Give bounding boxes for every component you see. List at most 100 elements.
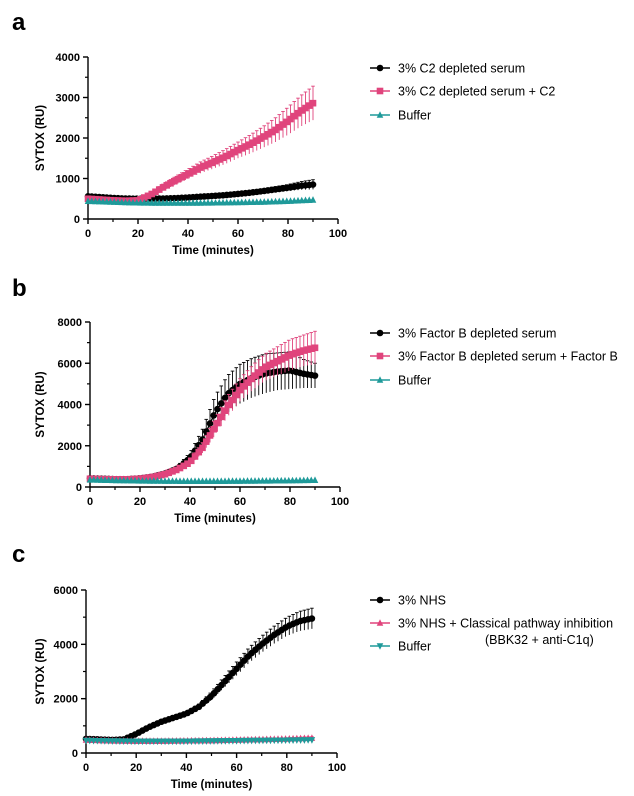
legend-marker — [376, 111, 384, 118]
data-point — [170, 177, 178, 185]
x-axis-label: Time (minutes) — [171, 779, 253, 791]
legend-label: 3% Factor B depleted serum — [398, 327, 556, 341]
data-point — [159, 184, 167, 191]
legend-item: 3% Factor B depleted serum — [370, 327, 556, 341]
panel-b: b 0 2000 4000 6000 8000 0 20 40 60 80 100 Time (minu… — [12, 275, 349, 525]
y-tick-label: 6000 — [58, 358, 82, 370]
data-point — [193, 166, 201, 173]
legend-item: 3% Factor B depleted serum + Factor B — [370, 350, 618, 364]
data-point — [163, 182, 171, 189]
legend-item: 3% NHS — [370, 594, 446, 608]
data-point — [244, 379, 251, 386]
legend-label: 3% C2 depleted serum — [398, 62, 525, 76]
data-point — [274, 357, 281, 365]
series-3 — [86, 475, 319, 485]
data-point — [245, 141, 253, 148]
y-axis-label: SYTOX (RU) — [35, 371, 47, 437]
x-tick-label: 0 — [83, 762, 89, 774]
data-point — [305, 102, 313, 109]
legend-marker — [376, 87, 384, 95]
y-tick-label: 0 — [76, 482, 82, 494]
data-point — [215, 156, 223, 163]
data-point — [225, 401, 233, 409]
data-point — [255, 369, 263, 376]
data-point — [309, 99, 317, 107]
data-point — [272, 126, 279, 134]
data-point — [208, 159, 216, 167]
data-point — [214, 405, 221, 413]
data-point — [187, 457, 195, 465]
data-point — [311, 344, 319, 352]
data-point — [249, 139, 257, 146]
y-tick-label: 4000 — [58, 400, 82, 412]
legend-item: 3% C2 depleted serum — [370, 62, 525, 76]
data-point — [195, 448, 203, 456]
data-point — [266, 361, 274, 369]
data-point — [206, 420, 214, 427]
data-point — [277, 356, 285, 363]
data-point — [309, 181, 317, 188]
legend-marker — [376, 64, 384, 72]
legend-marker — [376, 352, 384, 360]
data-point — [304, 346, 311, 353]
series-3 — [84, 196, 317, 206]
legend-marker — [376, 376, 384, 383]
data-point — [212, 157, 219, 165]
data-point — [296, 348, 304, 355]
legend-label: Buffer — [398, 640, 431, 654]
data-point — [152, 188, 159, 196]
data-point — [155, 186, 163, 193]
legend-marker — [376, 643, 384, 650]
data-point — [182, 172, 189, 179]
data-point — [264, 130, 272, 138]
data-point — [251, 372, 259, 379]
data-point — [200, 162, 208, 170]
legend-label-line2: (BBK32 + anti-C1q) — [485, 633, 594, 647]
data-point — [230, 148, 238, 156]
panel-label: a — [12, 9, 26, 36]
y-axis-label: SYTOX (RU) — [35, 638, 47, 704]
data-point — [298, 107, 306, 114]
y-axis-label: SYTOX (RU) — [35, 105, 47, 171]
series-3 — [82, 737, 316, 746]
series-2 — [86, 330, 319, 483]
data-point — [294, 109, 302, 117]
data-point — [154, 472, 161, 480]
x-tick-label: 0 — [85, 228, 91, 240]
y-tick-label: 4000 — [56, 52, 80, 64]
x-axis-label: Time (minutes) — [174, 513, 256, 525]
data-point — [202, 438, 210, 445]
x-tick-label: 60 — [234, 496, 246, 508]
x-tick-label: 60 — [232, 228, 244, 240]
x-tick-label: 100 — [329, 228, 347, 240]
legend-item: Buffer — [370, 109, 431, 123]
panel-a: a 0 1000 2000 3000 4000 0 20 40 60 80 100 Time (minu… — [12, 9, 347, 257]
legend-label: 3% C2 depleted serum + C2 — [398, 85, 555, 99]
data-point — [223, 152, 231, 160]
data-point — [268, 128, 276, 136]
y-tick-label: 8000 — [58, 317, 82, 329]
data-point — [184, 460, 191, 467]
x-tick-label: 80 — [284, 496, 296, 508]
data-point — [232, 391, 240, 399]
data-point — [287, 115, 294, 123]
data-point — [290, 112, 298, 120]
data-point — [174, 175, 182, 183]
data-point — [210, 425, 218, 433]
legend-item: 3% NHS + Classical pathway inhibition (BB… — [370, 617, 613, 647]
y-tick-label: 0 — [74, 214, 80, 226]
data-point — [178, 173, 186, 181]
data-point — [259, 366, 266, 373]
data-point — [262, 363, 270, 371]
legend-marker — [376, 619, 384, 626]
data-point — [283, 118, 291, 126]
legend-item: 3% C2 depleted serum + C2 — [370, 85, 555, 99]
data-point — [169, 468, 176, 475]
data-point — [308, 737, 316, 744]
data-point — [242, 143, 249, 150]
data-point — [253, 137, 261, 144]
data-point — [150, 473, 158, 481]
data-point — [279, 121, 287, 128]
data-point — [157, 471, 165, 479]
